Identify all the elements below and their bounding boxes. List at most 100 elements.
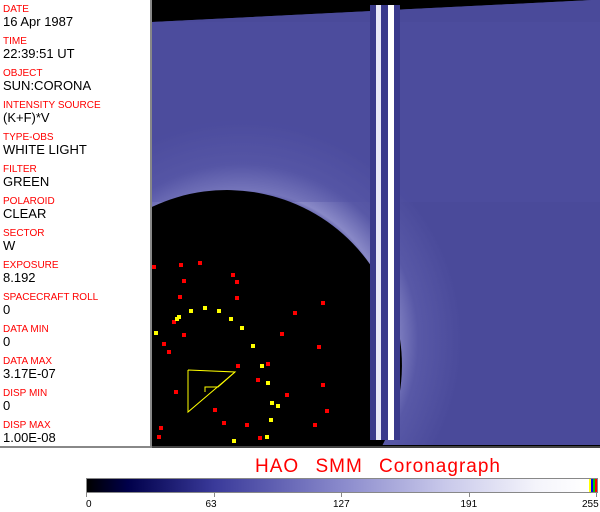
field-value: 8.192	[3, 270, 36, 285]
colorbar-tick-label: 255	[582, 499, 599, 510]
colorbar-marker-red	[595, 479, 597, 492]
overlay-marker	[203, 306, 207, 310]
overlay-marker	[152, 265, 156, 269]
overlay-marker	[260, 364, 264, 368]
field-label: DATA MIN	[3, 324, 49, 335]
overlay-marker	[270, 401, 274, 405]
field-value: 0	[3, 302, 11, 317]
field-label: EXPOSURE	[3, 260, 59, 271]
overlay-marker	[213, 408, 217, 412]
overlay-marker	[280, 332, 284, 336]
overlay-marker	[269, 418, 273, 422]
header-info-panel: DATE 16 Apr 1987 TIME 22:39:51 UT OBJECT SUN:…	[0, 0, 152, 448]
overlay-marker	[251, 344, 255, 348]
coronagraph-image	[152, 0, 600, 448]
field-value: (K+F)*V	[3, 110, 50, 125]
field-label: FILTER	[3, 164, 37, 175]
field-label: TYPE-OBS	[3, 132, 54, 143]
overlay-marker	[321, 383, 325, 387]
field-value: 22:39:51 UT	[3, 46, 75, 61]
field-value: 1.00E-08	[3, 430, 56, 445]
field-data-min: DATA MIN 0	[3, 324, 49, 349]
overlay-marker	[182, 279, 186, 283]
field-polaroid: POLAROID CLEAR	[3, 196, 55, 221]
instrument-title: HAO SMM Coronagraph	[255, 456, 501, 477]
overlay-marker	[240, 326, 244, 330]
field-label: DISP MAX	[3, 420, 51, 431]
colorbar-tick	[341, 492, 342, 497]
field-value: SUN:CORONA	[3, 78, 92, 93]
field-label: TIME	[3, 36, 27, 47]
overlay-outline-inner	[204, 371, 236, 392]
overlay-marker	[182, 333, 186, 337]
field-intensity-source: INTENSITY SOURCE (K+F)*V	[3, 100, 101, 125]
field-type-obs: TYPE-OBS WHITE LIGHT	[3, 132, 87, 157]
field-spacecraft-roll: SPACECRAFT ROLL 0	[3, 292, 98, 317]
overlay-marker	[235, 296, 239, 300]
overlay-outline	[187, 369, 237, 414]
colorbar-tick-label: 63	[205, 499, 217, 510]
overlay-marker	[157, 435, 161, 439]
pylon-bright-strip	[388, 5, 394, 440]
overlay-marker	[229, 317, 233, 321]
overlay-marker	[198, 261, 202, 265]
field-value: CLEAR	[3, 206, 47, 221]
field-label: INTENSITY SOURCE	[3, 100, 101, 111]
overlay-marker	[177, 315, 181, 319]
overlay-marker	[178, 295, 182, 299]
field-value: GREEN	[3, 174, 50, 189]
colorbar-marker-yellow	[589, 479, 591, 492]
colorbar	[86, 478, 598, 493]
field-label: POLAROID	[3, 196, 55, 207]
field-value: 3.17E-07	[3, 366, 56, 381]
colorbar-tick	[596, 492, 597, 497]
field-object: OBJECT SUN:CORONA	[3, 68, 91, 93]
field-label: SECTOR	[3, 228, 45, 239]
colorbar-tick-label: 191	[460, 499, 478, 510]
colorbar-tick-label: 127	[333, 499, 350, 510]
colorbar-marker-green	[593, 479, 595, 492]
overlay-marker	[276, 404, 280, 408]
overlay-marker	[179, 263, 183, 267]
overlay-marker	[256, 378, 260, 382]
overlay-marker	[232, 439, 236, 443]
colorbar-marker-blue	[591, 479, 593, 492]
overlay-marker	[236, 364, 240, 368]
overlay-markers	[152, 261, 329, 443]
colorbar-tick	[213, 492, 215, 497]
occulter-pylon	[370, 5, 400, 440]
field-label: OBJECT	[3, 68, 43, 79]
field-sector: SECTOR W	[3, 228, 45, 253]
overlay-marker	[265, 435, 269, 439]
overlay-marker	[174, 390, 178, 394]
field-exposure: EXPOSURE 8.192	[3, 260, 59, 285]
overlay-marker	[167, 350, 171, 354]
pylon-edge	[376, 5, 381, 440]
field-time: TIME 22:39:51 UT	[3, 36, 75, 61]
overlay-marker	[222, 421, 226, 425]
field-data-max: DATA MAX 3.17E-07	[3, 356, 56, 381]
overlay-marker	[245, 423, 249, 427]
overlay-marker	[217, 309, 221, 313]
field-date: DATE 16 Apr 1987	[3, 4, 73, 29]
field-label: SPACECRAFT ROLL	[3, 292, 99, 303]
overlay-marker	[162, 342, 166, 346]
overlay-marker	[231, 273, 235, 277]
overlay-marker	[266, 362, 270, 366]
field-disp-max: DISP MAX 1.00E-08	[3, 420, 56, 445]
overlay-marker	[159, 426, 163, 430]
overlay-marker	[313, 423, 317, 427]
field-label: DATE	[3, 4, 29, 15]
overlay-marker	[154, 331, 158, 335]
field-disp-min: DISP MIN 0	[3, 388, 47, 413]
field-label: DISP MIN	[3, 388, 48, 399]
field-value: WHITE LIGHT	[3, 142, 87, 157]
overlay-marker	[258, 436, 262, 440]
overlay-marker	[172, 320, 176, 324]
colorbar-tick	[86, 492, 87, 497]
overlay-marker	[189, 309, 193, 313]
overlay-marker	[235, 280, 239, 284]
overlay-marker	[285, 393, 289, 397]
overlay-marker	[325, 409, 329, 413]
field-value: W	[3, 238, 16, 253]
